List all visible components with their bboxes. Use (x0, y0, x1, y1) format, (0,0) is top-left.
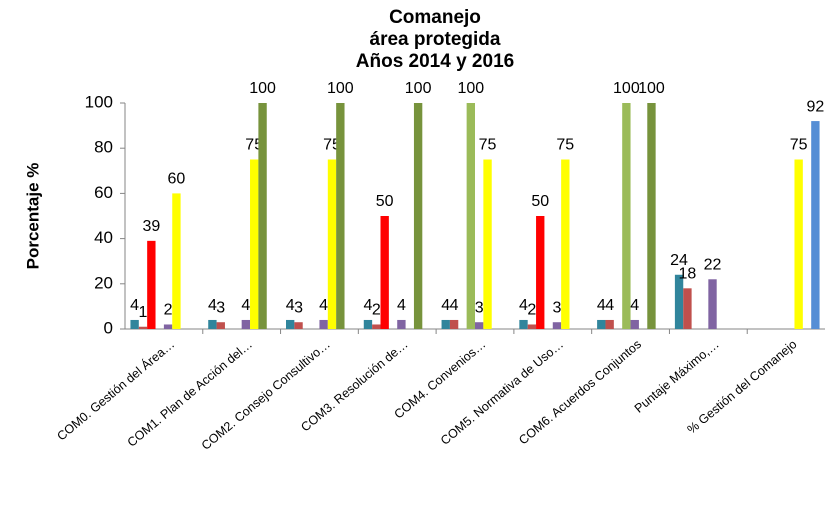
data-label: 3 (294, 299, 303, 316)
data-label: 4 (519, 297, 528, 314)
bar (208, 319, 217, 329)
data-label: 4 (450, 297, 459, 314)
data-label: 60 (168, 171, 186, 188)
data-label: 3 (475, 299, 484, 316)
data-label: 100 (613, 80, 640, 97)
data-label: 75 (790, 137, 808, 154)
data-label: 100 (249, 80, 276, 97)
data-label: 4 (597, 297, 606, 314)
bar (286, 319, 295, 329)
data-label: 4 (286, 297, 295, 314)
bar (536, 216, 545, 329)
x-tick-label: COM1. Plan de Acción del… (125, 337, 255, 450)
bar (172, 193, 181, 329)
y-tick-label: 100 (85, 92, 113, 111)
data-label: 4 (441, 297, 450, 314)
data-label: 75 (479, 137, 497, 154)
data-label: 1 (139, 304, 148, 321)
bar (630, 319, 639, 329)
y-tick-label: 60 (94, 183, 113, 202)
bar (527, 324, 537, 329)
bar (552, 322, 562, 329)
bar (794, 159, 803, 329)
bar (397, 319, 406, 329)
data-label: 100 (405, 80, 432, 97)
bar (605, 319, 614, 329)
bar (647, 103, 656, 329)
bar (466, 103, 475, 329)
bar (622, 103, 631, 329)
bar (561, 159, 570, 329)
data-label: 4 (208, 297, 217, 314)
bar (258, 103, 267, 329)
data-label: 2 (527, 302, 536, 319)
bar (519, 319, 528, 329)
bar (363, 319, 373, 329)
bar (811, 121, 820, 329)
bar (597, 319, 606, 329)
bar (372, 324, 381, 329)
y-tick-label: 20 (94, 273, 113, 292)
data-label: 3 (216, 299, 225, 316)
bar (241, 319, 251, 329)
bar (708, 279, 717, 329)
data-label: 4 (605, 297, 614, 314)
y-tick-label: 40 (94, 228, 113, 247)
y-tick-label: 0 (104, 318, 113, 337)
bar (327, 159, 337, 329)
data-label: 4 (630, 297, 639, 314)
x-tick-label: COM2. Consejo Consultivo… (199, 337, 333, 453)
bar (336, 103, 345, 329)
bar (380, 216, 389, 329)
data-label: 4 (397, 297, 406, 314)
bar (441, 319, 450, 329)
bar (147, 240, 156, 329)
bar (413, 103, 423, 329)
x-tick-label: Puntaje Máximo,… (632, 337, 722, 416)
bar (250, 159, 259, 329)
bar (674, 274, 684, 329)
x-tick-label: COM5. Normativa de Uso… (438, 337, 566, 448)
data-label: 18 (679, 266, 697, 283)
data-label: 50 (376, 193, 394, 210)
bar (319, 319, 328, 329)
bar (683, 288, 692, 329)
chart-title: área protegida (370, 29, 501, 50)
data-label: 100 (638, 80, 665, 97)
data-label: 4 (241, 297, 250, 314)
x-tick-label: COM6. Acuerdos Conjuntos (516, 337, 644, 447)
bar (130, 319, 139, 329)
bar (138, 326, 148, 329)
data-label: 2 (372, 302, 381, 319)
bar (483, 159, 492, 329)
data-label: 22 (704, 256, 722, 273)
data-label: 2 (164, 302, 173, 319)
bar (449, 319, 459, 329)
data-label: 39 (142, 218, 160, 235)
chart-title: Comanejo (389, 7, 481, 28)
data-label: 4 (319, 297, 328, 314)
data-label: 100 (327, 80, 354, 97)
y-tick-label: 80 (94, 138, 113, 157)
chart-title: Años 2014 y 2016 (356, 51, 514, 72)
data-label: 4 (364, 297, 373, 314)
bar (294, 322, 303, 329)
bar (163, 324, 173, 329)
data-label: 24 (670, 252, 688, 269)
data-label: 50 (531, 193, 549, 210)
data-label: 3 (553, 299, 562, 316)
bar (475, 322, 484, 329)
bar (216, 322, 225, 329)
data-label: 100 (457, 80, 484, 97)
data-label: 75 (556, 137, 574, 154)
y-axis-title: Porcentaje % (23, 163, 42, 270)
data-label: 4 (130, 297, 139, 314)
data-label: 92 (806, 98, 824, 115)
